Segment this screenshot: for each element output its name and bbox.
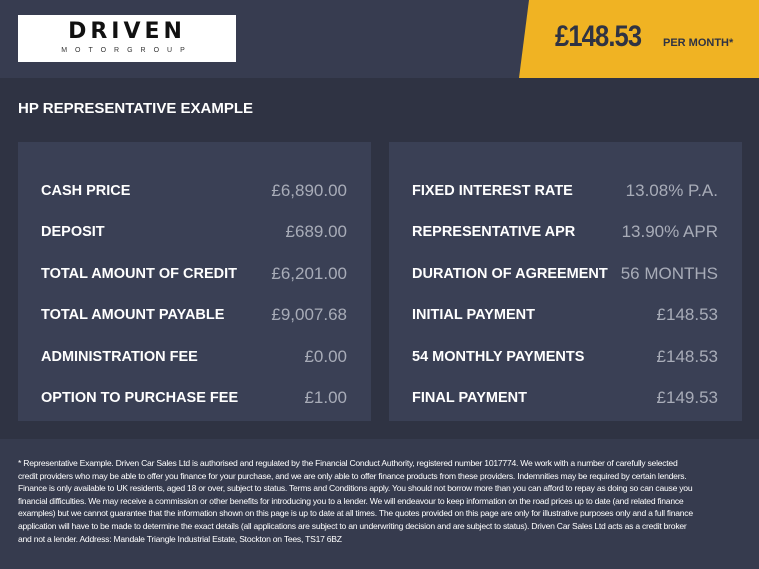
section-title: HP REPRESENTATIVE EXAMPLE xyxy=(18,100,254,117)
finance-label: FINAL PAYMENT xyxy=(412,390,527,407)
finance-label: DEPOSIT xyxy=(41,224,105,241)
finance-value: £6,890.00 xyxy=(271,180,347,200)
finance-row: INITIAL PAYMENT £148.53 xyxy=(389,295,742,337)
finance-row: REPRESENTATIVE APR 13.90% APR xyxy=(389,212,742,254)
finance-row: TOTAL AMOUNT PAYABLE £9,007.68 xyxy=(18,295,371,337)
finance-value: 13.90% APR xyxy=(621,222,718,242)
finance-value: £149.53 xyxy=(656,388,718,408)
right-finance-panel: FIXED INTEREST RATE 13.08% P.A. REPRESENTA… xyxy=(389,142,742,421)
finance-value: £148.53 xyxy=(656,305,718,325)
finance-value: 13.08% P.A. xyxy=(625,180,718,200)
header: DRIVEN MOTORGROUP £148.53 PER MONTH* xyxy=(0,0,759,78)
finance-row: DEPOSIT £689.00 xyxy=(18,212,371,254)
finance-row: FIXED INTEREST RATE 13.08% P.A. xyxy=(389,170,742,212)
finance-row: ADMINISTRATION FEE £0.00 xyxy=(18,336,371,378)
finance-label: INITIAL PAYMENT xyxy=(412,307,535,324)
finance-label: DURATION OF AGREEMENT xyxy=(412,265,608,282)
disclaimer-footer: * Representative Example. Driven Car Sal… xyxy=(0,439,759,569)
finance-label: TOTAL AMOUNT OF CREDIT xyxy=(41,265,238,282)
finance-row: OPTION TO PURCHASE FEE £1.00 xyxy=(18,378,371,420)
disclaimer-text: * Representative Example. Driven Car Sal… xyxy=(18,458,693,544)
finance-value: £9,007.68 xyxy=(271,305,347,325)
finance-row: 54 MONTHLY PAYMENTS £148.53 xyxy=(389,336,742,378)
finance-label: FIXED INTEREST RATE xyxy=(412,182,573,199)
finance-row: CASH PRICE £6,890.00 xyxy=(18,170,371,212)
finance-label: 54 MONTHLY PAYMENTS xyxy=(412,348,585,365)
finance-value: £6,201.00 xyxy=(271,263,347,283)
finance-value: £1.00 xyxy=(304,388,347,408)
finance-value: £148.53 xyxy=(656,346,718,366)
monthly-price-badge: £148.53 PER MONTH* xyxy=(519,0,759,78)
per-month-label: PER MONTH* xyxy=(663,37,734,49)
finance-row: DURATION OF AGREEMENT 56 MONTHS xyxy=(389,253,742,295)
finance-label: CASH PRICE xyxy=(41,182,131,199)
left-finance-panel: CASH PRICE £6,890.00 DEPOSIT £689.00 TOTAL A… xyxy=(18,142,371,421)
finance-value: £689.00 xyxy=(285,222,347,242)
finance-label: OPTION TO PURCHASE FEE xyxy=(41,390,239,407)
finance-label: REPRESENTATIVE APR xyxy=(412,224,576,241)
finance-value: £0.00 xyxy=(304,346,347,366)
finance-label: TOTAL AMOUNT PAYABLE xyxy=(41,307,225,324)
logo-brand: DRIVEN xyxy=(68,19,186,44)
finance-row: TOTAL AMOUNT OF CREDIT £6,201.00 xyxy=(18,253,371,295)
driven-motorgroup-logo[interactable]: DRIVEN MOTORGROUP xyxy=(18,15,236,62)
finance-value: 56 MONTHS xyxy=(620,263,718,283)
logo-sub: MOTORGROUP xyxy=(61,47,193,54)
finance-row: FINAL PAYMENT £149.53 xyxy=(389,378,742,420)
finance-label: ADMINISTRATION FEE xyxy=(41,348,198,365)
monthly-price: £148.53 xyxy=(555,20,642,53)
